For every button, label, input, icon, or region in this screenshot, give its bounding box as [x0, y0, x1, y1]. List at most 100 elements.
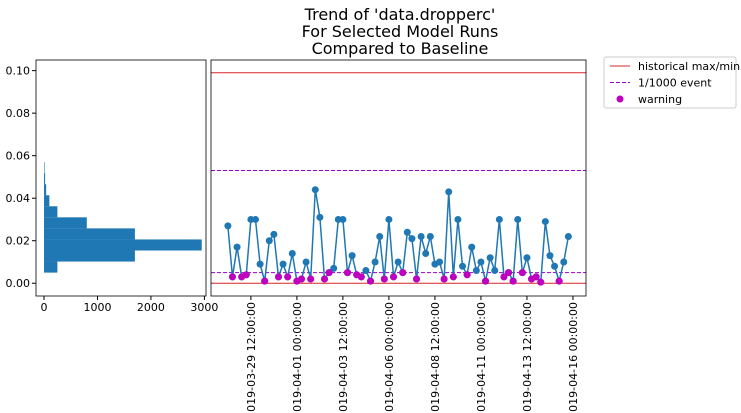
- warning-point: [555, 277, 563, 285]
- x-tick-label: 2019-04-06 00:00:00: [383, 302, 396, 413]
- legend-label: 1/1000 event: [638, 77, 712, 90]
- histogram-bar: [44, 250, 135, 262]
- data-point: [256, 260, 264, 268]
- warning-point: [509, 277, 517, 285]
- warning-point: [532, 273, 540, 281]
- data-point: [224, 222, 232, 230]
- x-tick-label: 2019-04-13 12:00:00: [521, 302, 534, 413]
- warning-point: [307, 275, 315, 283]
- x-tick-label: 1000: [83, 301, 111, 314]
- y-tick-label: 0.06: [6, 150, 31, 163]
- data-point: [454, 215, 462, 223]
- data-point: [564, 232, 572, 240]
- histogram-bar: [44, 162, 45, 174]
- data-point: [394, 258, 402, 266]
- data-point: [472, 266, 480, 274]
- histogram-bar: [44, 217, 87, 229]
- histogram-bar: [44, 239, 202, 251]
- chart-title: Compared to Baseline: [312, 39, 489, 58]
- data-point: [426, 232, 434, 240]
- warning-point: [242, 271, 250, 279]
- warning-point: [228, 273, 236, 281]
- data-point: [523, 254, 531, 262]
- data-point: [376, 232, 384, 240]
- warning-point: [399, 269, 407, 277]
- data-point: [251, 215, 259, 223]
- data-point: [288, 249, 296, 257]
- warning-point: [449, 273, 457, 281]
- data-point: [477, 258, 485, 266]
- warning-point: [440, 275, 448, 283]
- data-point: [265, 237, 273, 245]
- y-tick-label: 0.10: [6, 65, 31, 78]
- histogram-bar: [44, 195, 50, 207]
- warning-point: [537, 278, 545, 286]
- warning-point: [505, 269, 513, 277]
- warning-point: [500, 273, 508, 281]
- axes-frame: [35, 59, 207, 297]
- data-point: [316, 213, 324, 221]
- warning-point: [274, 273, 282, 281]
- data-point: [408, 235, 416, 243]
- data-point: [385, 215, 393, 223]
- data-point: [371, 258, 379, 266]
- warning-point: [367, 277, 375, 285]
- warning-point: [297, 275, 305, 283]
- legend-label: historical max/min: [638, 60, 740, 73]
- x-tick-label: 3000: [190, 301, 218, 314]
- axes-frame: [210, 59, 587, 297]
- data-point: [486, 254, 494, 262]
- warning-point: [413, 275, 421, 283]
- data-point: [279, 260, 287, 268]
- legend-label: warning: [638, 93, 682, 106]
- data-point: [560, 258, 568, 266]
- warning-point: [463, 271, 471, 279]
- data-point: [491, 266, 499, 274]
- data-point: [362, 266, 370, 274]
- data-point: [233, 243, 241, 251]
- x-tick-label: 2019-04-16 00:00:00: [567, 302, 580, 413]
- data-point: [422, 249, 430, 257]
- data-point: [330, 264, 338, 272]
- x-tick-label: 2019-04-11 00:00:00: [475, 302, 488, 413]
- data-point: [348, 252, 356, 260]
- warning-point: [261, 277, 269, 285]
- histogram-bar: [44, 173, 46, 185]
- data-point: [270, 230, 278, 238]
- data-point: [551, 262, 559, 270]
- warning-point: [284, 273, 292, 281]
- data-point: [302, 258, 310, 266]
- warning-point: [325, 269, 333, 277]
- warning-point: [320, 275, 328, 283]
- data-point: [403, 228, 411, 236]
- warning-point: [380, 275, 388, 283]
- y-tick-label: 0.02: [6, 235, 31, 248]
- data-point: [436, 258, 444, 266]
- data-point: [445, 188, 453, 196]
- data-point: [495, 215, 503, 223]
- chart-title: Trend of 'data.dropperc': [304, 5, 496, 24]
- histogram-bar: [44, 228, 135, 240]
- histogram-bar: [44, 184, 47, 196]
- histogram-bar: [44, 261, 58, 273]
- data-point: [311, 186, 319, 194]
- y-tick-label: 0.00: [6, 277, 31, 290]
- y-tick-label: 0.08: [6, 107, 31, 120]
- data-line: [227, 189, 570, 285]
- warning-point: [482, 277, 490, 285]
- data-point: [514, 215, 522, 223]
- warning-point: [357, 273, 365, 281]
- x-tick-label: 2019-03-29 12:00:00: [245, 302, 258, 413]
- data-point: [339, 215, 347, 223]
- x-tick-label: 2019-04-01 00:00:00: [291, 302, 304, 413]
- data-point: [541, 218, 549, 226]
- legend-box: [603, 56, 737, 109]
- chart-title: For Selected Model Runs: [302, 22, 499, 41]
- warning-point: [344, 269, 352, 277]
- histogram-bar: [44, 206, 58, 218]
- data-point: [468, 243, 476, 251]
- warning-point: [518, 269, 526, 277]
- x-tick-label: 2019-04-03 12:00:00: [337, 302, 350, 413]
- warning-point: [390, 273, 398, 281]
